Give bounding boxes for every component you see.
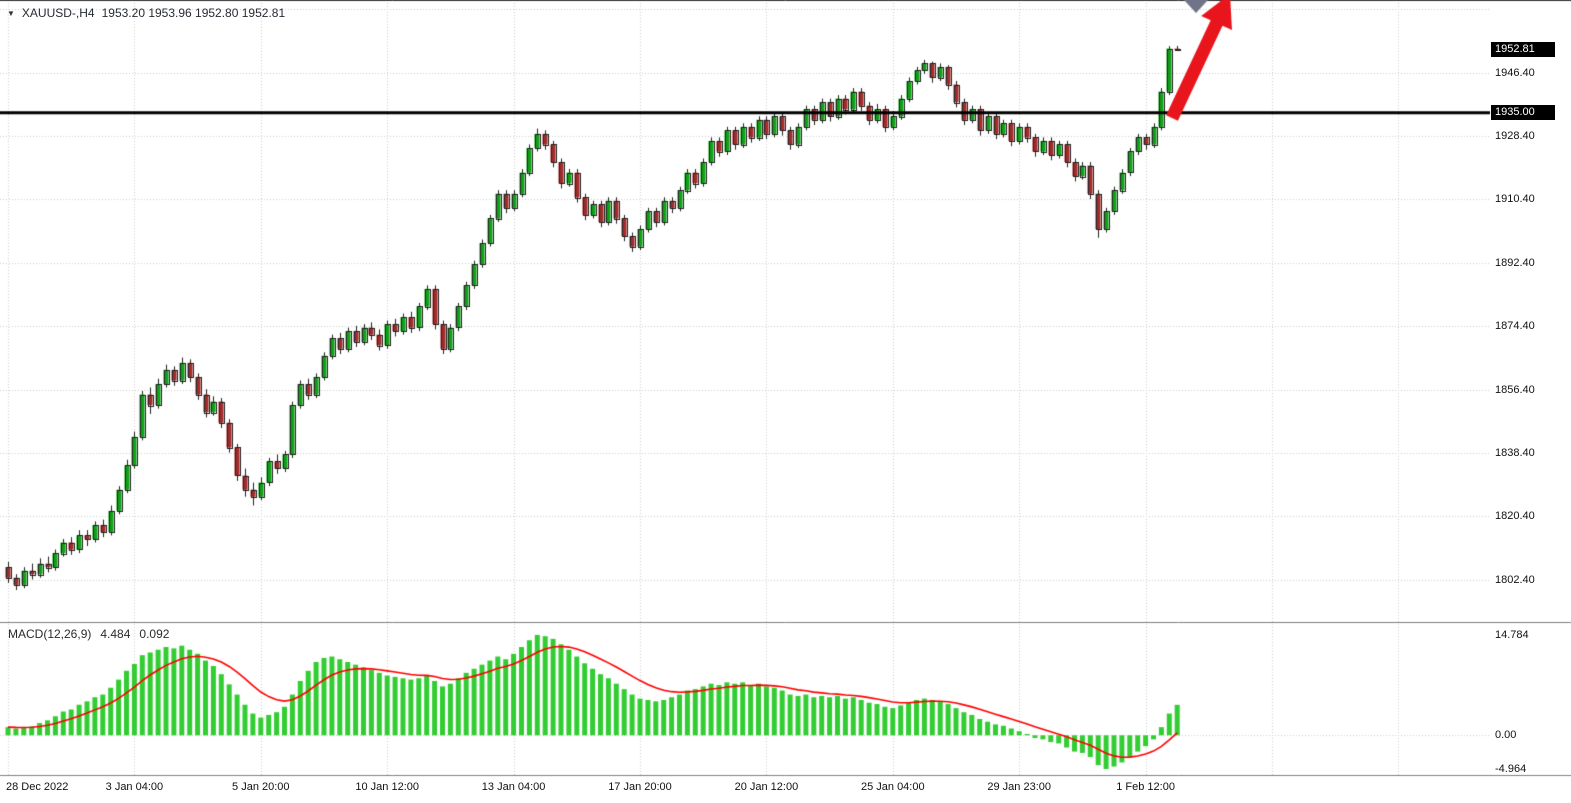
current-price-label: 1952.81 xyxy=(1491,41,1555,57)
symbol-dropdown-icon[interactable]: ▼ xyxy=(7,8,15,18)
hline-price-label: 1935.00 xyxy=(1491,104,1555,120)
